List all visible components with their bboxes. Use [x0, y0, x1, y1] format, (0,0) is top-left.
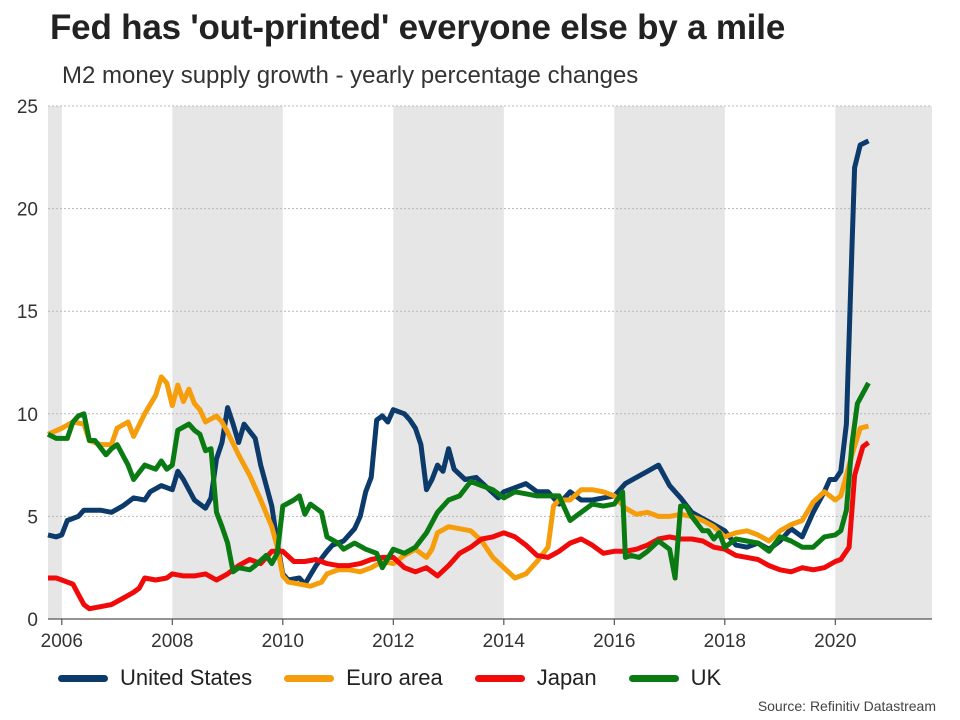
y-tick-label-20: 20	[17, 200, 38, 221]
y-tick-label-5: 5	[27, 507, 38, 528]
legend-item-uk: UK	[628, 665, 722, 691]
legend-swatch-japan	[474, 674, 525, 682]
shaded-periods	[48, 106, 932, 619]
legend-label-japan: Japan	[536, 665, 597, 690]
x-tick-label-2020: 2020	[814, 631, 856, 652]
legend-item-united-states: United States	[58, 665, 252, 691]
legend: United States Euro area Japan UK	[58, 665, 753, 691]
x-tick-label-2006: 2006	[41, 631, 83, 652]
x-tick-label-2016: 2016	[593, 631, 635, 652]
x-tick-label-2012: 2012	[372, 631, 414, 652]
legend-label-uk: UK	[690, 665, 722, 690]
shaded-period-3	[614, 106, 725, 619]
legend-swatch-united-states	[58, 674, 108, 682]
gridlines	[48, 105, 932, 517]
y-tick-label-10: 10	[17, 405, 38, 426]
legend-item-euro-area: Euro area	[284, 665, 443, 691]
shaded-period-2	[393, 106, 504, 619]
legend-item-japan: Japan	[474, 665, 597, 691]
axes: 0 5 10 15 20 25 2006 2008 2010 2012 2014 2016 2018 20…	[17, 97, 932, 652]
shaded-period-0	[48, 106, 62, 619]
series-line-uk	[46, 381, 871, 581]
chart-title: Fed has 'out-printed' everyone else by a…	[50, 8, 786, 47]
series-lines	[46, 138, 871, 612]
x-tick-label-2014: 2014	[483, 631, 526, 652]
source-note: Source: Refinitiv Datastream	[757, 698, 936, 714]
legend-label-euro-area: Euro area	[346, 665, 443, 690]
x-tick-label-2010: 2010	[262, 631, 304, 652]
x-tick-label-2008: 2008	[151, 631, 193, 652]
y-tick-label-0: 0	[27, 610, 38, 631]
x-tick-label-2018: 2018	[704, 631, 746, 652]
legend-label-united-states: United States	[120, 665, 253, 690]
y-tick-label-15: 15	[17, 302, 38, 323]
shaded-period-1	[172, 106, 283, 619]
legend-swatch-uk	[628, 674, 679, 682]
series-line-japan	[48, 440, 870, 612]
chart-subtitle: M2 money supply growth - yearly percenta…	[62, 62, 639, 89]
y-tick-label-25: 25	[17, 97, 38, 118]
legend-swatch-euro-area	[284, 674, 335, 682]
